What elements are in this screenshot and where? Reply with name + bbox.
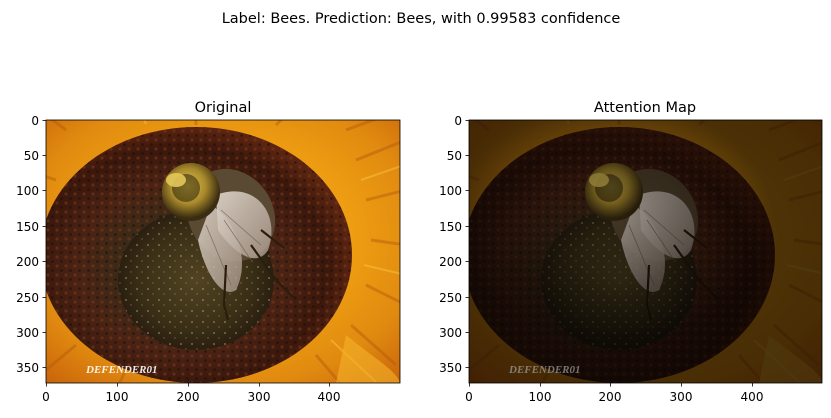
y-tick-label: 250 bbox=[439, 291, 462, 305]
watermark-text: DEFENDER01 bbox=[85, 364, 158, 376]
x-tick-label: 400 bbox=[318, 390, 341, 404]
panel-original: Original DEFENDER01 0 50 100 150 200 250… bbox=[16, 100, 401, 404]
attention-image bbox=[469, 120, 822, 383]
x-tick-label: 0 bbox=[465, 390, 473, 404]
x-tick-label: 400 bbox=[741, 390, 764, 404]
axes-frame bbox=[45, 119, 401, 384]
y-tick-label: 200 bbox=[439, 255, 462, 269]
x-tick-label: 300 bbox=[248, 390, 271, 404]
x-tick-label: 100 bbox=[106, 390, 129, 404]
y-tick-label: 350 bbox=[439, 361, 462, 375]
y-tick-label: 300 bbox=[439, 326, 462, 340]
y-tick-label: 0 bbox=[454, 114, 462, 128]
watermark-text: DEFENDER01 bbox=[508, 364, 581, 376]
y-tick-label: 300 bbox=[16, 326, 39, 340]
x-tick-label: 100 bbox=[529, 390, 552, 404]
axes-frame bbox=[468, 119, 823, 384]
y-axis bbox=[465, 120, 469, 368]
y-tick-label: 150 bbox=[16, 220, 39, 234]
y-tick-label: 250 bbox=[16, 291, 39, 305]
x-tick-label: 200 bbox=[177, 390, 200, 404]
original-image bbox=[46, 120, 400, 383]
x-tick-label: 300 bbox=[670, 390, 693, 404]
y-tick-label: 50 bbox=[24, 149, 39, 163]
y-axis bbox=[42, 120, 46, 368]
y-tick-label: 0 bbox=[31, 114, 39, 128]
panel-title: Original bbox=[195, 100, 252, 116]
x-axis bbox=[469, 383, 753, 387]
y-tick-label: 150 bbox=[439, 220, 462, 234]
y-tick-label: 50 bbox=[447, 149, 462, 163]
panel-title: Attention Map bbox=[594, 100, 696, 116]
y-tick-label: 100 bbox=[439, 184, 462, 198]
y-tick-label: 100 bbox=[16, 184, 39, 198]
figure-suptitle: Label: Bees. Prediction: Bees, with 0.99… bbox=[222, 11, 621, 27]
y-tick-label: 200 bbox=[16, 255, 39, 269]
x-tick-label: 200 bbox=[599, 390, 622, 404]
x-tick-label: 0 bbox=[42, 390, 50, 404]
panel-attention-map: Attention Map DEFENDER01 0 50 100 150 20… bbox=[439, 100, 823, 404]
x-axis bbox=[46, 383, 330, 387]
y-tick-label: 350 bbox=[16, 361, 39, 375]
